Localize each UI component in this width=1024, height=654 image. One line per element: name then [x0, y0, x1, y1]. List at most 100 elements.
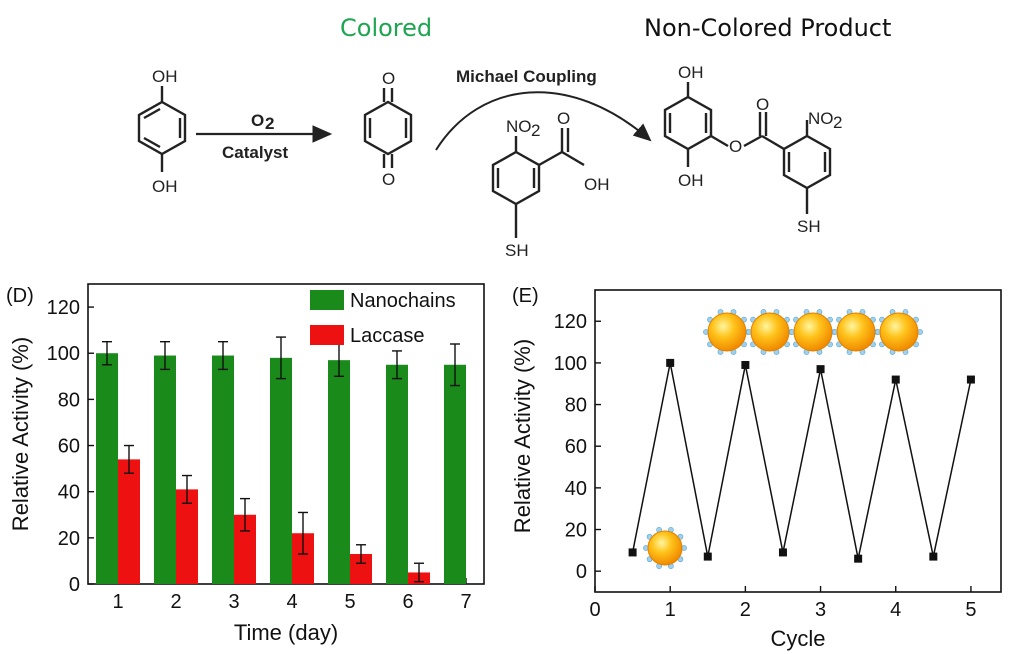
legend-label-nanochains: Nanochains	[350, 290, 456, 312]
y-tick-label: 20	[58, 528, 80, 550]
bar-nanochains-day-1	[96, 353, 118, 584]
y-tick-label: 120	[47, 297, 80, 319]
data-point	[966, 375, 975, 384]
header-product: Non-Colored Product	[644, 14, 892, 42]
gold-nanoparticle	[879, 312, 919, 352]
panel-d-legend: Nanochains Laccase	[310, 290, 456, 347]
panel-d-bar-chart: (D) Time (day) Relative Activity (%) 0 20…	[6, 283, 485, 645]
thiol-nitrobenzoic-structure	[491, 128, 585, 238]
x-tick-label: 5	[344, 591, 355, 613]
x-tick-label: 0	[589, 599, 600, 621]
single-nanoparticle-icon	[643, 527, 687, 569]
legend-label-laccase: Laccase	[350, 325, 425, 347]
gold-nanoparticle	[750, 312, 790, 352]
y-tick-label: 0	[576, 561, 587, 583]
data-point	[929, 552, 938, 561]
panel-e-x-axis-label: Cycle	[770, 626, 825, 651]
x-tick-label: 3	[228, 591, 239, 613]
x-tick-label: 5	[965, 599, 976, 621]
data-point	[816, 365, 825, 374]
y-tick-label: 20	[565, 520, 587, 542]
activity-cycle-line	[631, 362, 972, 559]
bar-nanochains-day-6	[386, 364, 408, 584]
panel-e-plot-frame	[594, 289, 1002, 593]
product-ester-o: O	[729, 137, 742, 156]
arrow-catalyst-label: Catalyst	[222, 143, 288, 162]
arrow-oxygen-label: O	[251, 111, 264, 130]
nanochain-icon	[703, 309, 923, 355]
bar-nanochains-day-3	[212, 355, 234, 584]
panel-d-x-axis-label: Time (day)	[234, 620, 338, 645]
bar-laccase-day-3	[234, 514, 256, 584]
michael-coupling-label: Michael Coupling	[456, 67, 597, 86]
reagent-no2-label: NO	[506, 117, 532, 136]
x-tick-label: 2	[740, 599, 751, 621]
y-tick-label: 60	[58, 436, 80, 458]
bar-laccase-day-4	[292, 533, 314, 584]
hydroquinone-oh-top: OH	[152, 67, 178, 86]
reagent-sh-label: SH	[505, 241, 529, 260]
panel-d-y-axis-label: Relative Activity (%)	[8, 337, 33, 531]
legend-swatch-nanochains	[310, 290, 344, 310]
x-tick-label: 1	[112, 591, 123, 613]
y-tick-label: 80	[58, 389, 80, 411]
y-tick-label: 80	[565, 395, 587, 417]
y-tick-label: 60	[565, 436, 587, 458]
data-point	[854, 554, 863, 563]
product-oh-top: OH	[678, 63, 704, 82]
panel-d-label: (D)	[6, 285, 34, 307]
product-oh-bottom: OH	[678, 171, 704, 190]
data-point	[666, 358, 675, 367]
gold-nanoparticle	[793, 312, 833, 352]
data-point	[891, 375, 900, 384]
gold-nanoparticle	[647, 530, 683, 566]
y-tick-label: 120	[554, 311, 587, 333]
reagent-oh-label: OH	[584, 175, 610, 194]
product-no2-subscript: 2	[833, 113, 842, 132]
product-no2-label: NO	[808, 109, 834, 128]
reagent-no2-subscript: 2	[531, 121, 540, 140]
x-tick-label: 4	[286, 591, 297, 613]
hydroquinone-structure	[137, 86, 187, 172]
benzoquinone-o-bottom: O	[382, 170, 395, 189]
x-tick-label: 4	[890, 599, 901, 621]
bar-laccase-day-5	[350, 554, 372, 584]
arrow-oxygen-subscript: 2	[265, 114, 274, 133]
product-structure	[663, 82, 832, 214]
bar-laccase-day-2	[176, 489, 198, 584]
gold-nanoparticle	[836, 312, 876, 352]
y-tick-label: 100	[554, 353, 587, 375]
x-tick-label: 3	[815, 599, 826, 621]
y-tick-label: 40	[565, 478, 587, 500]
bar-nanochains-day-5	[328, 360, 350, 584]
legend-swatch-laccase	[310, 325, 344, 345]
data-point	[741, 360, 750, 369]
y-tick-label: 100	[47, 343, 80, 365]
panel-e-y-axis-label: Relative Activity (%)	[510, 339, 535, 533]
bar-nanochains-day-7	[444, 364, 466, 584]
data-point	[628, 548, 637, 557]
x-tick-label: 7	[460, 591, 471, 613]
x-tick-label: 6	[402, 591, 413, 613]
x-tick-label: 2	[170, 591, 181, 613]
panel-e-label: (E)	[512, 285, 539, 307]
data-point	[703, 552, 712, 561]
header-colored: Colored	[340, 14, 433, 42]
product-sh-label: SH	[797, 217, 821, 236]
x-tick-label: 1	[665, 599, 676, 621]
bar-nanochains-day-2	[154, 355, 176, 584]
michael-coupling-arrow	[435, 91, 652, 151]
reagent-carbonyl-o: O	[557, 109, 570, 128]
panel-e-line-chart: (E) Cycle Relative Activity (%) 02040608…	[510, 285, 1002, 651]
benzoquinone-o-top: O	[382, 69, 395, 88]
y-tick-label: 40	[58, 482, 80, 504]
product-carbonyl-o: O	[756, 95, 769, 114]
y-tick-label: 0	[69, 574, 80, 596]
hydroquinone-oh-bottom: OH	[152, 177, 178, 196]
bar-nanochains-day-4	[270, 357, 292, 584]
benzoquinone-structure	[363, 88, 413, 168]
data-point	[778, 548, 787, 557]
bar-laccase-day-1	[118, 459, 140, 584]
gold-nanoparticle	[707, 312, 747, 352]
